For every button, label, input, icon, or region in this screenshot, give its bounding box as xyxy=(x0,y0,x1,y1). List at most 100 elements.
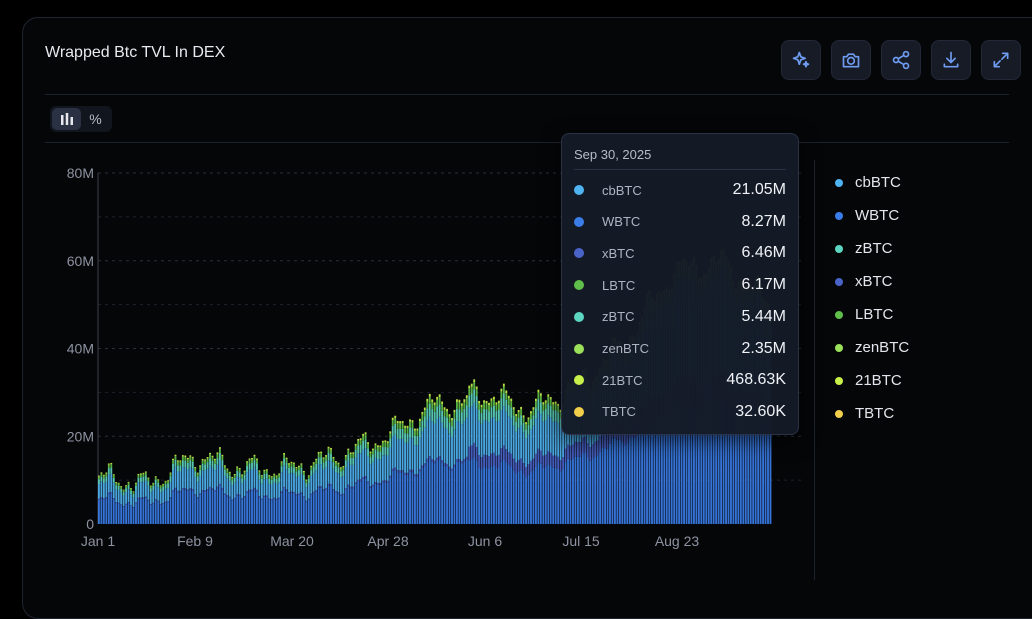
bar-segment xyxy=(539,393,542,396)
bar-segment xyxy=(297,494,300,524)
bar-segment xyxy=(493,417,495,453)
share-button[interactable] xyxy=(881,40,921,80)
bar-segment xyxy=(411,428,414,439)
bar-segment xyxy=(557,406,560,413)
bar-segment xyxy=(270,477,273,480)
legend-item-lbtc[interactable]: LBTC xyxy=(835,298,909,331)
bar-segment xyxy=(530,419,532,430)
bar-segment xyxy=(327,483,330,486)
bar-segment xyxy=(112,474,115,476)
bar-segment xyxy=(381,482,384,524)
bar-segment xyxy=(339,467,342,469)
bar-segment xyxy=(520,470,523,524)
bar-segment xyxy=(542,410,545,422)
bar-segment xyxy=(268,483,271,499)
screenshot-button[interactable] xyxy=(831,40,871,80)
bar-segment xyxy=(305,487,308,501)
bar-segment xyxy=(364,448,367,477)
bar-segment xyxy=(574,456,577,524)
bar-segment xyxy=(497,400,500,404)
bar-segment xyxy=(127,482,130,486)
bar-segment xyxy=(132,497,135,507)
bar-segment xyxy=(428,396,431,404)
bar-segment xyxy=(102,478,105,484)
chart-toolbar xyxy=(781,40,1021,80)
bar-segment xyxy=(364,476,367,479)
bar-segment xyxy=(196,476,199,482)
bar-segment xyxy=(290,472,293,492)
legend-item-zbtc[interactable]: zBTC xyxy=(835,232,909,265)
bar-segment xyxy=(527,434,530,465)
legend-item-cbbtc[interactable]: cbBTC xyxy=(835,166,909,199)
bar-segment xyxy=(204,491,207,524)
bar-segment xyxy=(285,490,288,524)
bar-segment xyxy=(478,400,481,404)
bar-segment xyxy=(218,448,221,453)
bar-segment xyxy=(376,459,379,483)
bar-segment xyxy=(478,403,481,410)
bar-segment xyxy=(283,465,286,487)
x-tick-label: Jan 1 xyxy=(81,533,115,549)
bar-segment xyxy=(428,393,431,397)
bar-segment xyxy=(317,464,320,487)
bar-segment xyxy=(233,477,236,483)
bar-view-button[interactable] xyxy=(52,108,81,130)
bar-segment xyxy=(241,475,244,479)
bar-segment xyxy=(194,468,197,472)
bar-segment xyxy=(534,453,537,467)
bar-segment xyxy=(633,438,636,524)
bar-segment xyxy=(455,461,458,524)
bar-segment xyxy=(406,472,409,475)
y-tick-label: 0 xyxy=(86,516,94,532)
bar-segment xyxy=(401,438,404,471)
bar-segment xyxy=(347,454,350,462)
ai-insights-button[interactable] xyxy=(781,40,821,80)
bar-segment xyxy=(539,463,542,524)
bar-segment xyxy=(218,483,221,486)
fullscreen-button[interactable] xyxy=(981,40,1021,80)
legend-label: WBTC xyxy=(855,207,900,224)
bar-segment xyxy=(293,463,295,468)
bar-segment xyxy=(367,456,369,482)
bar-segment xyxy=(376,451,379,460)
bar-segment xyxy=(431,461,434,524)
bar-segment xyxy=(199,465,202,467)
bar-segment xyxy=(139,473,142,475)
bar-segment xyxy=(490,466,493,524)
bar-segment xyxy=(515,473,518,524)
bar-segment xyxy=(655,418,658,524)
bar-segment xyxy=(418,426,421,438)
bar-segment xyxy=(379,483,382,485)
legend-item-wbtc[interactable]: WBTC xyxy=(835,199,909,232)
bar-segment xyxy=(707,406,710,524)
bar-segment xyxy=(354,482,357,484)
bar-segment xyxy=(539,395,542,403)
bar-segment xyxy=(248,489,251,492)
bar-segment xyxy=(460,461,463,464)
legend-item-tbtc[interactable]: TBTC xyxy=(835,397,909,430)
bar-segment xyxy=(443,463,446,466)
bar-segment xyxy=(206,458,209,463)
legend-dot xyxy=(835,244,843,253)
legend-item-21btc[interactable]: 21BTC xyxy=(835,364,909,397)
legend-item-xbtc[interactable]: xBTC xyxy=(835,265,909,298)
percent-view-button[interactable]: % xyxy=(89,111,102,127)
download-button[interactable] xyxy=(931,40,971,80)
bar-segment xyxy=(293,462,295,464)
legend-dot xyxy=(835,310,843,319)
bar-segment xyxy=(189,456,192,461)
bar-segment xyxy=(191,458,194,462)
x-tick-label: Aug 23 xyxy=(655,533,700,549)
bar-segment xyxy=(359,481,362,524)
bar-segment xyxy=(169,472,172,474)
y-tick-label: 60M xyxy=(67,253,94,269)
bar-segment xyxy=(549,399,552,406)
bar-segment xyxy=(332,462,335,469)
bar-segment xyxy=(488,456,490,469)
bar-segment xyxy=(636,435,639,524)
bar-segment xyxy=(428,456,431,459)
bar-segment xyxy=(391,470,394,524)
bar-segment xyxy=(641,428,644,524)
legend-item-zenbtc[interactable]: zenBTC xyxy=(835,331,909,364)
bar-segment xyxy=(404,433,407,443)
